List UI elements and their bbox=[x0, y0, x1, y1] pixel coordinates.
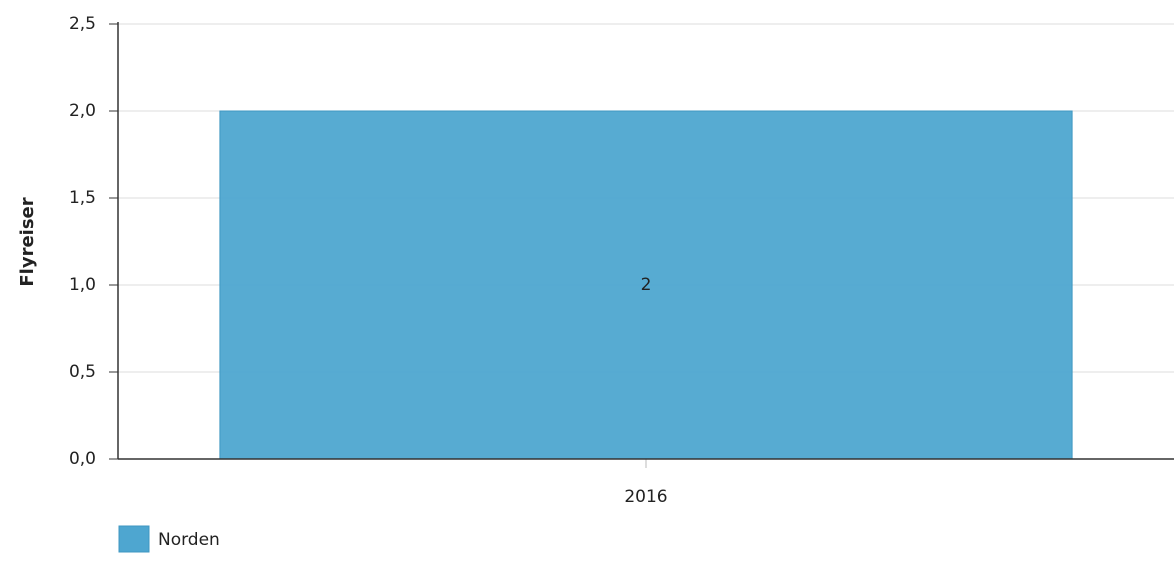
y-tick-label: 2,5 bbox=[69, 14, 96, 34]
y-tick-label: 1,0 bbox=[69, 275, 96, 295]
y-axis-label: Flyreiser bbox=[17, 197, 38, 286]
legend-swatch bbox=[118, 525, 150, 553]
data-label: 2 bbox=[641, 275, 652, 295]
y-tick-label: 1,5 bbox=[69, 188, 96, 208]
legend-label: Norden bbox=[158, 530, 220, 550]
y-tick-label: 0,5 bbox=[69, 362, 96, 382]
y-tick-label: 2,0 bbox=[69, 101, 96, 121]
bar bbox=[219, 110, 1073, 460]
y-tick-label: 0,0 bbox=[69, 449, 96, 469]
x-tick-label: 2016 bbox=[624, 487, 667, 507]
